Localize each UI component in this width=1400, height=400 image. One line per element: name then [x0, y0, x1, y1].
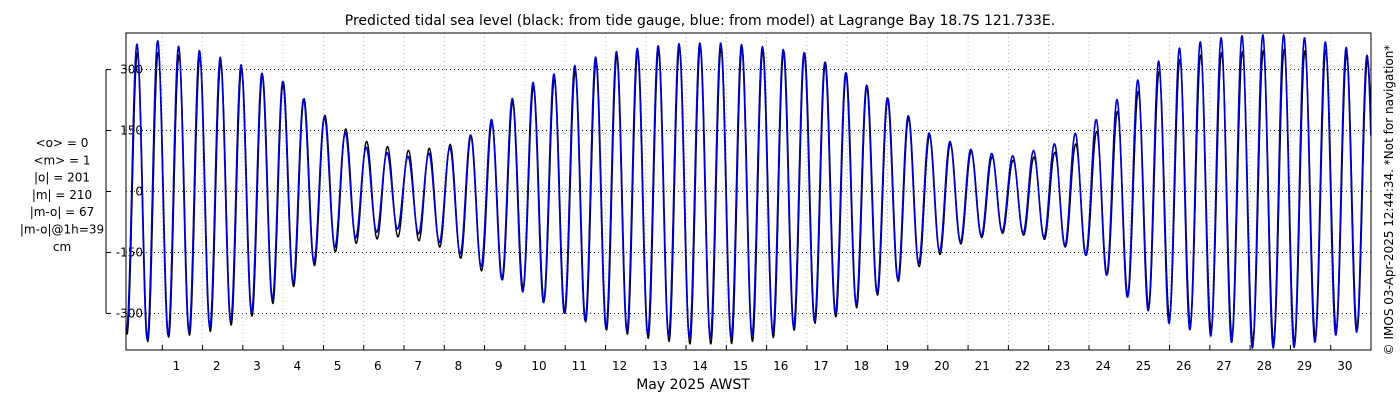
x-tick-label: 19 — [894, 359, 909, 373]
plot-frame — [125, 32, 1372, 351]
stat-line: <o> = 0 — [36, 136, 89, 150]
x-tick-label: 4 — [293, 359, 301, 373]
x-tick-label: 22 — [1015, 359, 1030, 373]
x-tick-label: 28 — [1257, 359, 1272, 373]
x-tick-label: 17 — [813, 359, 828, 373]
x-tick-label: 6 — [374, 359, 382, 373]
x-tick-label: 23 — [1055, 359, 1070, 373]
stat-line: |m-o|@1h=39 — [20, 223, 104, 237]
x-tick-label: 8 — [455, 359, 463, 373]
copyright-credit: © IMOS 03-Apr-2025 12:44:34. *Not for na… — [1382, 45, 1396, 356]
x-tick-label: 13 — [652, 359, 667, 373]
x-tick-label: 3 — [253, 359, 261, 373]
x-tick-label: 26 — [1176, 359, 1191, 373]
x-tick-label: 29 — [1297, 359, 1312, 373]
x-tick-label: 27 — [1216, 359, 1231, 373]
stat-line: |m-o| = 67 — [30, 205, 95, 219]
statistics-panel: <o> = 0 <m> = 1 |o| = 201 |m| = 210 |m-o| = … — [20, 136, 104, 254]
x-tick-label: 30 — [1337, 359, 1352, 373]
x-tick-label: 25 — [1136, 359, 1151, 373]
x-axis-label: May 2025 AWST — [636, 377, 750, 393]
x-tick-label: 9 — [495, 359, 503, 373]
x-tick-label: 21 — [975, 359, 990, 373]
x-tick-label: 1 — [173, 359, 181, 373]
grid-lines — [126, 33, 1372, 350]
x-tick-label: 15 — [733, 359, 748, 373]
x-tick-label: 7 — [414, 359, 422, 373]
x-tick-label: 11 — [572, 359, 587, 373]
x-tick-label: 14 — [693, 359, 708, 373]
x-tick-label: 5 — [334, 359, 342, 373]
stat-line: cm — [53, 240, 71, 254]
x-tick-label: 18 — [854, 359, 869, 373]
x-tick-label: 12 — [612, 359, 627, 373]
series-line-model — [125, 33, 1372, 350]
stat-line: |o| = 201 — [34, 171, 90, 185]
y-tick-label: 0 — [135, 185, 143, 199]
x-tick-label: 10 — [531, 359, 546, 373]
x-tick-label: 16 — [773, 359, 788, 373]
x-tick-label: 20 — [934, 359, 949, 373]
stat-line: <m> = 1 — [33, 153, 90, 167]
y-tick-label: 150 — [120, 124, 143, 138]
x-tick-label: 2 — [213, 359, 221, 373]
x-tick-label: 24 — [1095, 359, 1110, 373]
stat-line: |m| = 210 — [32, 188, 92, 202]
series-lines — [125, 33, 1372, 350]
chart-title: Predicted tidal sea level (black: from t… — [345, 13, 1055, 29]
